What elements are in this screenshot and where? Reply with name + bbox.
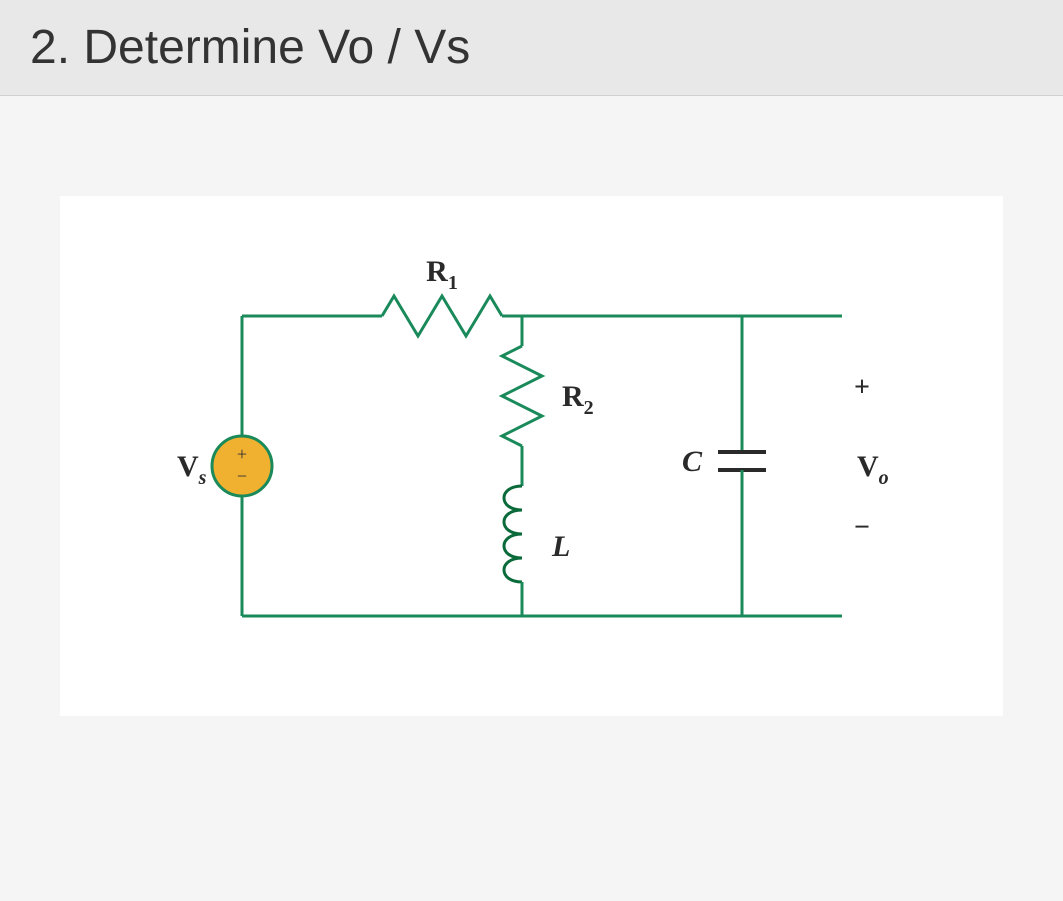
label-vo: Vo [857,450,889,489]
source-polarity-plus: + [236,444,246,464]
vo-polarity-plus: + [854,372,870,403]
label-r2: R2 [562,380,594,419]
vo-polarity-minus: − [854,512,870,543]
question-number: 2. [30,21,70,74]
question-header: 2. Determine Vo / Vs [0,0,1063,96]
circuit-diagram: + − R1 R2 L C Vs [60,196,1003,716]
resistor-r2 [502,346,542,446]
resistor-r1 [382,296,502,336]
label-c: C [682,445,703,478]
label-r1: R1 [426,255,458,294]
question-title: 2. Determine Vo / Vs [30,20,1033,75]
question-prompt: Determine Vo / Vs [83,21,470,74]
inductor-l [504,486,522,582]
label-vs: Vs [177,450,207,489]
circuit-svg: + − R1 R2 L C Vs [122,236,942,676]
source-polarity-minus: − [236,466,246,486]
label-l: L [551,530,570,563]
